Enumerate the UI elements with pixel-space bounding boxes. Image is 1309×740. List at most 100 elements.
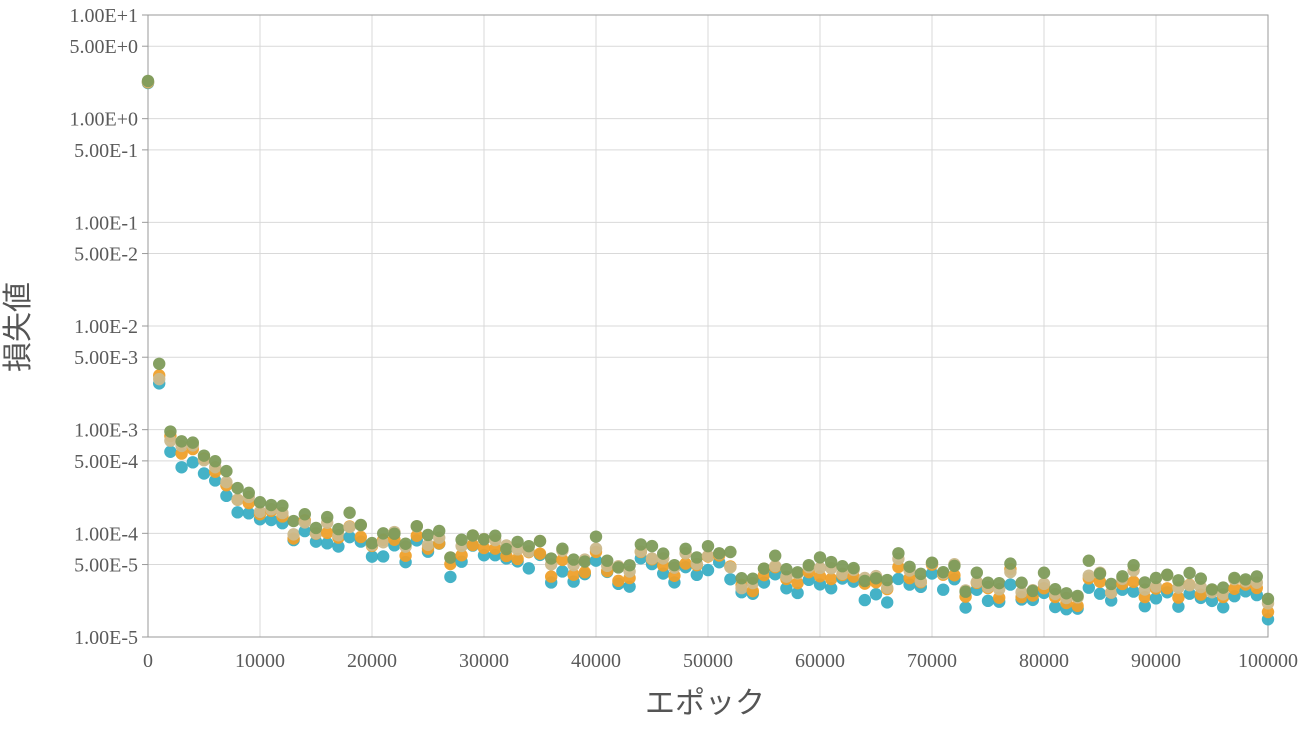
series-2-point: [511, 552, 524, 566]
series-4-point: [220, 464, 233, 478]
series-4-point: [567, 553, 580, 566]
series-1-point: [959, 601, 972, 614]
series-4-point: [1037, 566, 1051, 579]
series-2-point: [1172, 591, 1185, 604]
series-4-point: [735, 572, 748, 585]
series-4-point: [500, 542, 513, 556]
series-4-point: [298, 508, 311, 521]
series-2-point: [533, 547, 547, 560]
series-4-point: [175, 435, 188, 448]
series-4-point: [1116, 570, 1129, 583]
series-1-point: [209, 474, 222, 487]
series-4-point: [892, 547, 905, 560]
y-tick-label: 1.00E+1: [70, 5, 139, 27]
series-1-point: [1217, 601, 1230, 614]
series-4-point: [1071, 589, 1084, 603]
series-4-point: [556, 542, 569, 555]
series-4-point: [657, 547, 670, 560]
series-1-point: [197, 467, 211, 480]
series-2-point: [466, 538, 479, 552]
series-3-point: [1149, 580, 1163, 593]
series-2-point: [1071, 599, 1084, 613]
series-1-point: [690, 568, 703, 582]
y-tick-label: 1.00E-4: [74, 523, 138, 545]
series-1-point: [444, 570, 457, 584]
x-tick-label: 70000: [907, 650, 957, 672]
series-1-point: [1172, 600, 1185, 613]
series-4-point: [1105, 577, 1118, 591]
series-3-point: [813, 561, 827, 575]
y-tick-label: 5.00E-4: [74, 451, 138, 473]
series-1-point: [981, 594, 995, 608]
series-1-point: [881, 596, 894, 609]
series-1-point: [365, 550, 379, 563]
series-3-point: [153, 372, 166, 386]
plot-frame: [147, 14, 1269, 638]
series-4-point: [612, 561, 625, 574]
series-1-point: [1093, 587, 1107, 600]
series-4-point: [713, 547, 726, 560]
series-2-point: [1261, 605, 1275, 619]
series-3-point: [421, 538, 435, 552]
series-3-point: [377, 536, 390, 549]
series-1-point: [332, 540, 345, 553]
series-1-point: [175, 461, 188, 474]
series-4-point: [455, 533, 468, 546]
x-tick-label: 80000: [1019, 650, 1069, 672]
series-4-point: [1093, 567, 1107, 580]
series-4-point: [970, 566, 983, 579]
series-3-point: [1082, 569, 1096, 582]
series-4-point: [444, 551, 457, 564]
series-4-point: [209, 455, 222, 468]
series-4-point: [511, 535, 524, 549]
series-4-point: [780, 563, 793, 576]
series-3-point: [1015, 586, 1028, 599]
series-1-point: [242, 507, 255, 520]
series-3-point: [287, 528, 300, 541]
series-4-point: [1261, 592, 1275, 606]
series-4-point: [1127, 559, 1140, 572]
series-4-point: [690, 551, 703, 564]
series-2-point: [1127, 575, 1140, 589]
series-4-point: [858, 574, 871, 588]
series-1-point: [1082, 581, 1096, 594]
tick-labels: 0 10000 20000 30000 40000 50000 60000 70000 8000…: [70, 5, 1299, 672]
series-1-point: [220, 489, 233, 503]
series-4-point: [679, 542, 692, 556]
series-2-point: [545, 570, 558, 583]
series-4-point: [746, 572, 759, 585]
series-3-point: [1004, 565, 1017, 579]
series-4-point: [601, 554, 614, 567]
series-1-point: [858, 593, 871, 607]
series-4-point: [321, 510, 334, 524]
series-2-point: [489, 542, 502, 555]
series-4-point: [959, 585, 972, 598]
series-4-point: [813, 551, 827, 564]
series-1-point: [186, 456, 199, 469]
series-4-point: [589, 530, 603, 543]
x-tick-label: 30000: [459, 650, 509, 672]
series-1-point: [231, 506, 244, 519]
y-tick-label: 1.00E+0: [70, 109, 139, 131]
series-3-point: [1183, 579, 1196, 592]
series-2-point: [410, 529, 423, 542]
x-tick-label: 40000: [571, 650, 621, 672]
series-3-point: [701, 549, 715, 563]
series-4-point: [791, 566, 804, 579]
series-4-point: [724, 545, 737, 559]
series-1-point: [701, 563, 715, 577]
y-tick-label: 1.00E-1: [74, 212, 138, 234]
series-3-point: [970, 575, 983, 589]
series-4-point: [1015, 576, 1028, 589]
y-tick-label: 5.00E-3: [74, 347, 138, 369]
series-4-point: [645, 539, 659, 553]
series-4-point: [309, 521, 323, 535]
series-1-point: [1049, 600, 1062, 614]
y-tick-label: 1.00E-5: [74, 627, 138, 649]
series-4-point: [477, 533, 491, 546]
series-4-point: [1049, 583, 1062, 596]
y-tick-label: 1.00E-3: [74, 420, 138, 442]
series-4-point: [332, 522, 345, 536]
